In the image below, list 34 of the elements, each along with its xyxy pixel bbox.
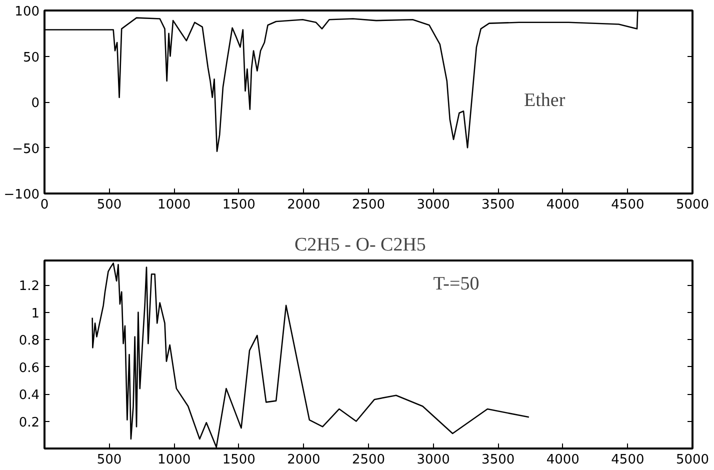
x-tick-label: 5000 <box>676 452 710 468</box>
x-tick-label: 5000 <box>676 198 710 212</box>
x-tick-label: 1500 <box>222 452 256 468</box>
x-tick-label: 1500 <box>222 198 256 212</box>
y-tick-label: 0.2 <box>18 415 40 430</box>
x-tick-label: 1000 <box>158 452 191 468</box>
y-tick-label: 1.2 <box>18 279 40 294</box>
y-tick-label: 0.6 <box>18 360 40 376</box>
x-tick-label: 3000 <box>416 452 450 468</box>
y-tick-label: −100 <box>4 188 40 202</box>
x-tick-label: 4000 <box>546 452 580 468</box>
annotation: Ether <box>524 90 566 112</box>
y-tick-label: 0 <box>31 96 40 111</box>
x-tick-label: 500 <box>96 198 122 212</box>
x-tick-label: 2000 <box>287 452 320 468</box>
y-tick-label: 50 <box>22 50 40 66</box>
y-tick-label: −50 <box>12 142 40 157</box>
y-tick-label: 0.8 <box>18 334 40 349</box>
y-tick-label: 100 <box>14 4 40 20</box>
x-tick-label: 500 <box>96 452 122 468</box>
x-tick-label: 4500 <box>611 452 644 468</box>
x-tick-label: 2000 <box>287 198 320 212</box>
x-tick-label: 2500 <box>352 452 386 468</box>
chart-title: C2H5 - O- C2H5 <box>294 234 426 256</box>
x-tick-label: 4000 <box>546 198 580 212</box>
y-tick-label: 1 <box>31 306 40 322</box>
x-tick-label: 3500 <box>482 452 515 468</box>
x-tick-label: 3500 <box>482 198 515 212</box>
annotation: T-=50 <box>433 273 480 294</box>
y-tick-label: 0.4 <box>18 388 40 404</box>
x-tick-label: 3000 <box>416 198 450 212</box>
x-tick-label: 4500 <box>611 198 644 212</box>
x-tick-label: 2500 <box>352 198 386 212</box>
x-tick-label: 1000 <box>158 198 191 212</box>
